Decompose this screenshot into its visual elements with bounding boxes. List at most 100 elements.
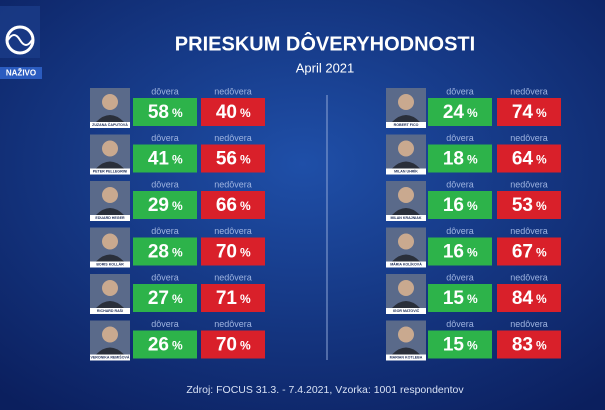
trust-box bbox=[133, 330, 197, 359]
trust-box bbox=[428, 98, 492, 126]
distrust-label: nedôvera bbox=[214, 179, 252, 189]
politician-name: MARIAN KOTLEBA bbox=[390, 356, 423, 360]
subtitle: April 2021 bbox=[296, 60, 355, 75]
distrust-box bbox=[201, 237, 265, 266]
photo-body bbox=[392, 347, 420, 355]
percent-sign: % bbox=[536, 153, 547, 167]
trust-value: 58 bbox=[148, 102, 169, 123]
politician-name: MILAN UHRÍK bbox=[394, 169, 418, 174]
photo-head bbox=[102, 326, 118, 343]
distrust-box bbox=[497, 98, 561, 126]
percent-sign: % bbox=[467, 153, 478, 167]
percent-sign: % bbox=[172, 106, 183, 120]
name-strip bbox=[386, 354, 426, 361]
photo-head bbox=[102, 187, 118, 203]
politician-row: ZUZANA ČAPUTOVÁ dôvera 58 % nedôvera 40% bbox=[90, 86, 265, 128]
trust-label: dôvera bbox=[151, 226, 179, 236]
percent-sign: % bbox=[536, 339, 547, 353]
trust-value: 24 bbox=[443, 102, 465, 123]
percent-sign: % bbox=[240, 106, 251, 120]
distrust-label: nedôvera bbox=[214, 272, 252, 282]
trust-box bbox=[133, 144, 197, 173]
photo-body bbox=[96, 347, 124, 355]
photo-body bbox=[96, 254, 124, 262]
logo-wave bbox=[7, 34, 33, 46]
percent-sign: % bbox=[536, 199, 547, 213]
politician-name: MILAN KRAJNIAK bbox=[391, 216, 422, 220]
politician-row: RICHARD RAŠI dôvera 27 % nedôvera 71% bbox=[90, 272, 265, 314]
name-strip bbox=[386, 261, 426, 268]
trust-value: 26 bbox=[148, 335, 169, 356]
trust-label: dôvera bbox=[151, 319, 179, 329]
photo-head bbox=[102, 94, 118, 110]
distrust-value: 70 bbox=[216, 335, 237, 356]
percent-sign: % bbox=[467, 199, 478, 213]
name-strip bbox=[90, 122, 130, 128]
trust-box bbox=[133, 191, 197, 219]
photo-body bbox=[392, 115, 420, 122]
distrust-label: nedôvera bbox=[510, 226, 548, 236]
photo-head bbox=[398, 326, 414, 343]
percent-sign: % bbox=[172, 246, 183, 260]
live-badge bbox=[0, 67, 42, 79]
distrust-box bbox=[201, 98, 265, 126]
trust-box bbox=[428, 237, 492, 266]
trust-value: 28 bbox=[148, 242, 169, 263]
photo-head bbox=[102, 140, 118, 157]
logo-ring bbox=[5, 25, 35, 55]
politician-row: ROBERT FICO dôvera 24 % nedôvera 74% bbox=[386, 86, 561, 128]
name-strip bbox=[90, 261, 130, 268]
live-badge-text: NAŽIVO bbox=[6, 69, 36, 78]
politician-name: BORIS KOLLÁR bbox=[96, 262, 124, 267]
photo-body bbox=[392, 161, 420, 169]
politician-name: MÁRIA KOLÍKOVÁ bbox=[390, 262, 422, 267]
trust-box bbox=[133, 98, 197, 126]
percent-sign: % bbox=[240, 199, 251, 213]
percent-sign: % bbox=[240, 339, 251, 353]
percent-sign: % bbox=[240, 153, 251, 167]
photo-body bbox=[392, 208, 420, 215]
photo-body bbox=[96, 115, 124, 122]
distrust-value: 84 bbox=[512, 288, 534, 309]
photo-body bbox=[392, 254, 420, 262]
distrust-box bbox=[497, 330, 561, 359]
distrust-value: 66 bbox=[216, 195, 237, 216]
distrust-value: 71 bbox=[216, 288, 238, 309]
name-strip bbox=[386, 122, 426, 128]
trust-box bbox=[428, 284, 492, 312]
distrust-label: nedôvera bbox=[510, 86, 548, 96]
distrust-value: 56 bbox=[216, 149, 237, 170]
distrust-box bbox=[497, 191, 561, 219]
name-strip bbox=[90, 215, 130, 221]
trust-label: dôvera bbox=[446, 272, 474, 282]
distrust-value: 67 bbox=[512, 242, 533, 263]
politician-row: BORIS KOLLÁR dôvera 28 % nedôvera 70% bbox=[90, 226, 265, 268]
distrust-label: nedôvera bbox=[510, 319, 548, 329]
trust-label: dôvera bbox=[446, 86, 474, 96]
trust-value: 15 bbox=[443, 335, 465, 356]
trust-label: dôvera bbox=[446, 179, 474, 189]
distrust-box bbox=[497, 144, 561, 173]
percent-sign: % bbox=[467, 106, 478, 120]
trust-value: 16 bbox=[443, 242, 464, 263]
photo-head bbox=[102, 280, 118, 296]
trust-value: 27 bbox=[148, 288, 169, 309]
percent-sign: % bbox=[467, 339, 478, 353]
trust-box bbox=[428, 144, 492, 173]
photo-body bbox=[96, 208, 124, 215]
distrust-box bbox=[497, 237, 561, 266]
name-strip bbox=[386, 308, 426, 314]
percent-sign: % bbox=[536, 292, 547, 306]
politician-name: IGOR MATOVIČ bbox=[393, 308, 420, 313]
trust-box bbox=[133, 284, 197, 312]
trust-value: 18 bbox=[443, 149, 464, 170]
percent-sign: % bbox=[536, 106, 547, 120]
photo-head bbox=[398, 280, 414, 296]
distrust-label: nedôvera bbox=[214, 133, 252, 143]
name-strip bbox=[90, 168, 130, 175]
source: Zdroj: FOCUS 31.3. - 7.4.2021, Vzorka: 1… bbox=[186, 384, 464, 396]
photo-head bbox=[102, 233, 118, 250]
distrust-label: nedôvera bbox=[214, 226, 252, 236]
